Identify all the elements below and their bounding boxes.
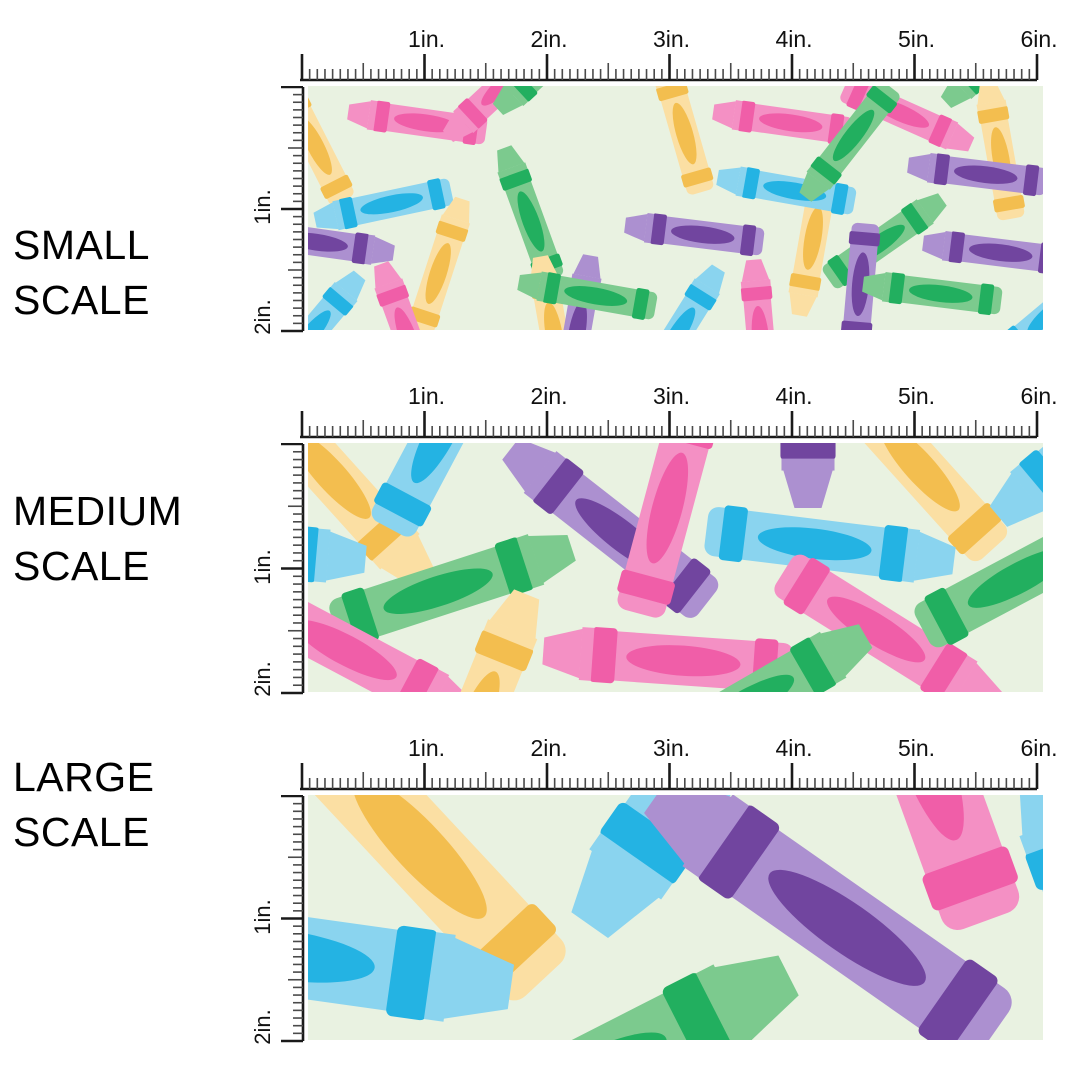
crayon-blue — [571, 795, 854, 938]
v-inch-label: 2in. — [250, 1009, 275, 1045]
horizontal-ruler — [300, 763, 1039, 791]
panel-title-line2: SCALE — [13, 277, 150, 323]
crayon-purple — [624, 213, 765, 257]
panel-title-line2: SCALE — [13, 809, 150, 855]
crayon-purple — [780, 443, 836, 508]
crayon-blue — [1004, 264, 1043, 330]
crayon-green — [408, 955, 799, 1040]
h-inch-label: 3in. — [652, 735, 691, 761]
h-inch-label: 4in. — [775, 26, 813, 52]
v-inch-label: 2in. — [250, 661, 275, 697]
h-inch-label: 6in. — [1020, 735, 1058, 761]
crayon-yellow — [308, 94, 354, 205]
crayon-pink — [712, 100, 853, 146]
crayon-blue — [1018, 795, 1043, 1040]
crayon-blue — [308, 270, 366, 330]
panel-title-line2: SCALE — [13, 543, 150, 589]
crayon-green — [862, 272, 1003, 316]
vertical-ruler — [281, 86, 305, 333]
h-inch-label: 5in. — [897, 383, 936, 409]
h-inch-label: 4in. — [775, 735, 813, 761]
crayon-green — [492, 86, 607, 115]
crayon-pink — [308, 580, 477, 692]
crayon-pink — [843, 795, 1020, 930]
fabric-swatch-small — [308, 86, 1043, 330]
vertical-ruler — [281, 443, 305, 695]
h-inch-label: 3in. — [652, 26, 691, 52]
h-inch-label: 6in. — [1020, 26, 1058, 52]
panel-title-line1: MEDIUM — [13, 488, 183, 534]
panel-title-large: LARGE SCALE — [13, 750, 155, 860]
crayon-yellow — [850, 443, 1008, 562]
crayon-yellow — [654, 86, 714, 195]
crayon-green — [329, 534, 576, 646]
fabric-swatch-medium — [308, 443, 1043, 692]
crayon-purple — [840, 222, 881, 330]
fabric-swatch-large — [308, 795, 1043, 1040]
crayon-blue — [308, 513, 367, 583]
panel-title-small: SMALL SCALE — [13, 218, 150, 328]
crayon-green — [940, 86, 1043, 108]
h-inch-label: 2in. — [530, 26, 568, 52]
horizontal-ruler — [300, 54, 1039, 82]
crayon-green — [640, 624, 873, 692]
crayon-pink — [374, 261, 441, 330]
h-inch-label: 5in. — [897, 26, 936, 52]
crayon-green — [914, 520, 1043, 648]
h-inch-label: 3in. — [652, 383, 691, 409]
crayon-purple — [644, 795, 1012, 1040]
panel-title-medium: MEDIUM SCALE — [13, 484, 182, 594]
crayon-green — [517, 271, 658, 320]
h-inch-label: 5in. — [897, 735, 936, 761]
crayon-blue — [371, 443, 499, 537]
panel-title-line1: SMALL — [13, 222, 150, 268]
crayon-blue — [989, 443, 1043, 527]
v-inch-label: 1in. — [250, 898, 275, 935]
crayon-pink — [617, 443, 717, 618]
crayon-blue — [704, 505, 956, 583]
crayon-purple — [308, 220, 395, 265]
h-inch-label: 4in. — [775, 383, 813, 409]
crayon-purple — [907, 153, 1043, 197]
crayon-green — [799, 86, 900, 202]
crayon-pink — [442, 86, 557, 142]
crayon-blue — [308, 891, 515, 1022]
v-inch-label: 1in. — [250, 189, 275, 225]
crayon-pink — [740, 259, 780, 330]
vertical-ruler — [281, 795, 305, 1043]
crayon-yellow — [407, 196, 471, 330]
panel-title-line1: LARGE — [13, 754, 155, 800]
crayon-pink — [774, 554, 1003, 692]
v-inch-label: 2in. — [250, 299, 275, 335]
crayon-purple — [922, 231, 1043, 275]
h-inch-label: 1in. — [407, 26, 446, 52]
crayon-blue — [313, 178, 454, 231]
h-inch-label: 6in. — [1020, 383, 1058, 409]
h-inch-label: 1in. — [407, 735, 446, 761]
h-inch-label: 2in. — [530, 735, 568, 761]
v-inch-label: 1in. — [250, 548, 275, 585]
h-inch-label: 2in. — [530, 383, 568, 409]
crayon-blue — [635, 264, 725, 330]
horizontal-ruler — [300, 411, 1039, 439]
h-inch-label: 1in. — [407, 383, 446, 409]
crayon-yellow — [413, 589, 540, 692]
